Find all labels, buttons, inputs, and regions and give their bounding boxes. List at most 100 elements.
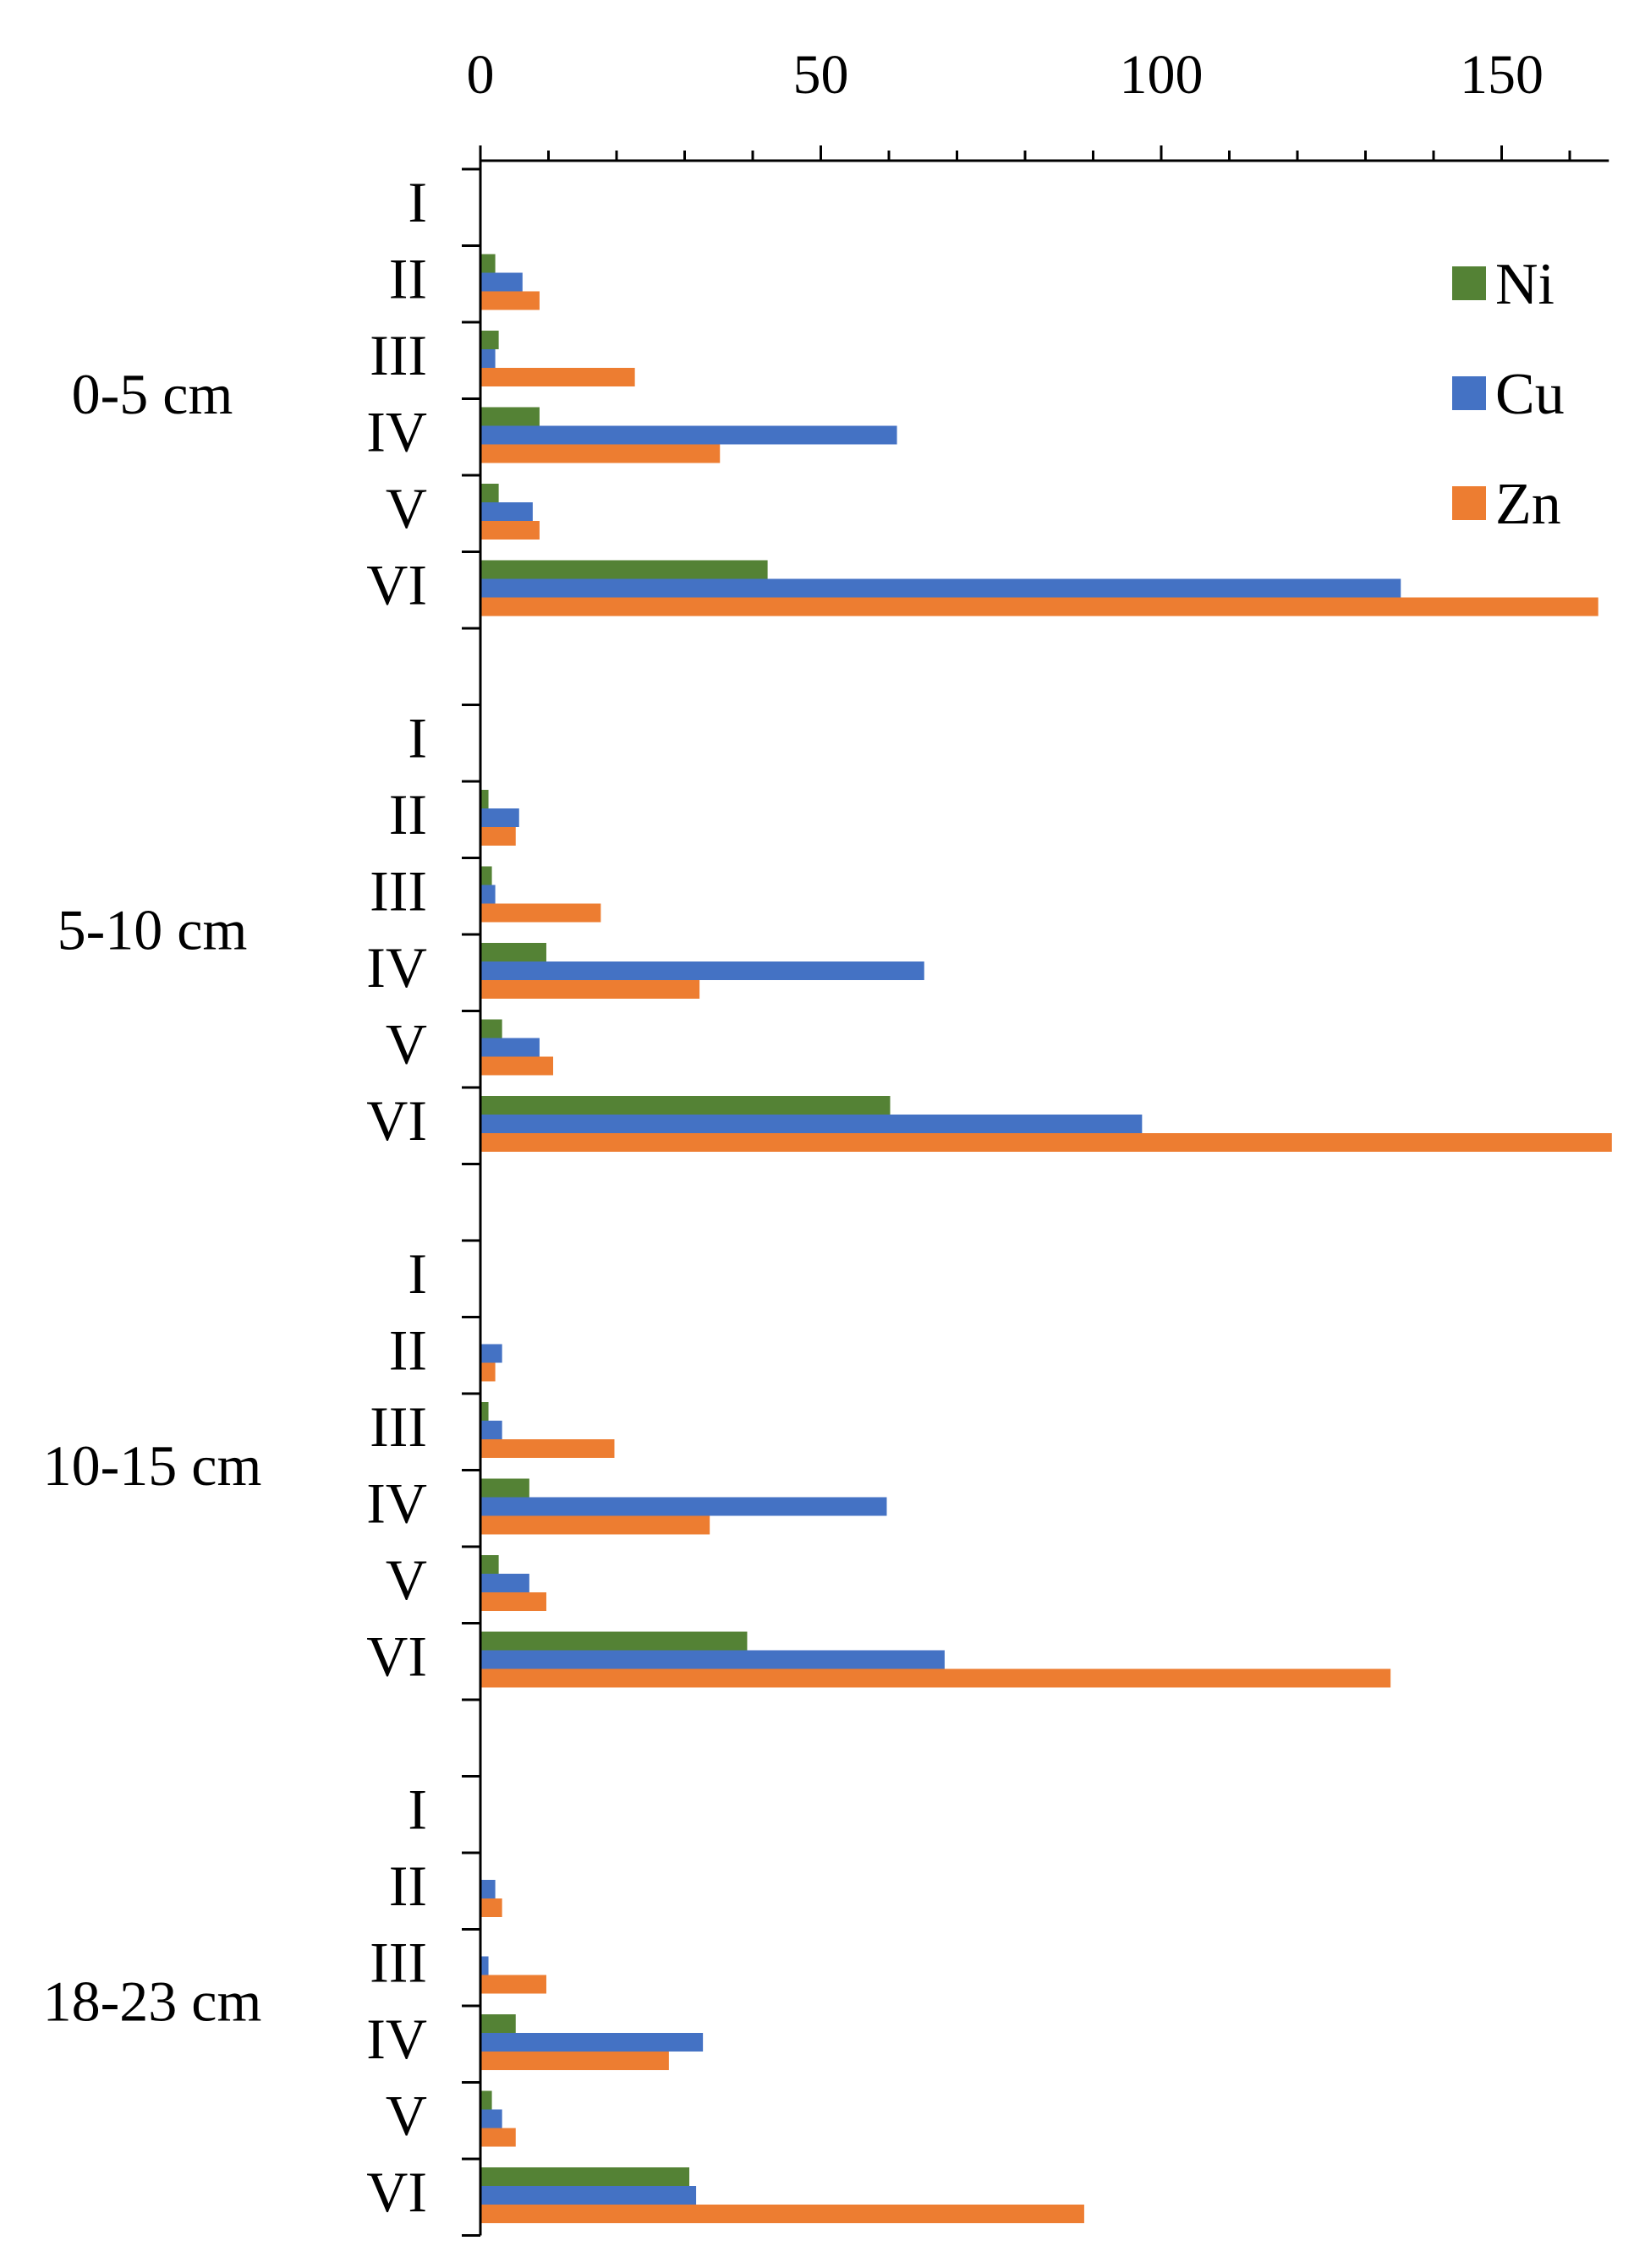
bar-cu [481,961,924,980]
fraction-label: IV [366,400,427,464]
bar-ni [481,1478,529,1498]
fraction-label: V [386,476,427,540]
bar-cu [481,1956,489,1975]
bar-zn [481,980,700,999]
x-tick-label: 0 [467,44,495,106]
fraction-label: II [389,1318,427,1383]
fraction-label: VI [366,553,427,617]
bar-ni [481,1096,891,1115]
fraction-label: VI [366,1088,427,1153]
bar-zn [481,1515,710,1535]
bar-zn [481,291,540,310]
bar-cu [481,1344,502,1363]
fraction-label: IV [366,935,427,1000]
fraction-label: II [389,247,427,311]
fraction-label: I [408,1241,427,1306]
bar-zn [481,1975,546,1994]
bar-cu [481,1115,1143,1133]
bar-ni [481,1402,489,1421]
fraction-label: III [370,859,427,923]
bar-cu [481,349,496,368]
bar-zn [481,1133,1612,1152]
bar-cu [481,1497,887,1516]
legend-label-cu: Cu [1495,362,1565,427]
bar-ni [481,254,496,273]
x-tick-label: 150 [1460,44,1544,106]
bar-zn [481,521,540,540]
bar-ni [481,790,489,808]
bar-cu [481,2109,502,2128]
bar-zn [481,903,601,923]
fraction-label: II [389,1854,427,1918]
bar-zn [481,368,635,386]
fraction-label: IV [366,1471,427,1536]
fraction-label: V [386,1012,427,1076]
bar-ni [481,2167,690,2186]
bar-ni [481,331,499,349]
bar-cu [481,2186,697,2205]
y-axis [462,161,482,2237]
bar-cu [481,272,523,292]
bar-ni [481,1019,502,1038]
depth-group-label: 18-23 cm [43,1969,262,2033]
fraction-label: III [370,1931,427,1995]
fraction-label: II [389,782,427,846]
fraction-label: VI [366,2160,427,2224]
fraction-label: V [386,1548,427,1612]
legend-label-ni: Ni [1495,252,1555,317]
fraction-label: III [370,1394,427,1459]
bar-cu [481,1421,502,1439]
bar-cu [481,2033,704,2052]
bar-cu [481,502,533,521]
fraction-label: IV [366,2007,427,2071]
legend-label-zn: Zn [1495,472,1561,537]
bar-cu [481,1650,945,1669]
fraction-label: I [408,170,427,234]
fraction-label: I [408,1778,427,1842]
bar-cu [481,425,897,445]
bar-ni [481,2090,492,2110]
fraction-label: V [386,2084,427,2148]
bar-zn [481,1056,554,1076]
bar-zn [481,597,1598,616]
fraction-label: VI [366,1624,427,1689]
bar-zn [481,1668,1391,1688]
bar-zn [481,1592,546,1611]
depth-group-label: 5-10 cm [58,897,248,961]
bar-zn [481,2052,669,2070]
bar-ni [481,943,546,961]
bar-cu [481,1880,496,1898]
bar-ni [481,2014,516,2033]
bar-zn [481,827,516,846]
bar-zn [481,2205,1084,2223]
fraction-label: I [408,706,427,770]
fraction-label: III [370,323,427,387]
bar-cu [481,1574,529,1592]
x-axis: 0 50 100 150 [467,44,1609,162]
bar-cu [481,1038,540,1057]
bar-ni [481,1555,499,1574]
bar-zn [481,1362,496,1382]
bar-cu [481,885,496,904]
bar-ni [481,1631,748,1651]
bar-zn [481,2128,516,2147]
legend: Ni Cu Zn [1452,252,1565,537]
bar-ni [481,407,540,426]
x-tick-label: 100 [1120,44,1204,106]
depth-group-label: 10-15 cm [43,1433,262,1498]
bar-zn [481,1898,502,1917]
legend-swatch-ni [1452,266,1486,300]
x-tick-label: 50 [793,44,849,106]
bars [481,254,1612,2223]
bar-ni [481,484,499,502]
legend-swatch-cu [1452,376,1486,410]
bar-cu [481,808,519,827]
bar-cu [481,578,1401,598]
bar-ni [481,560,768,579]
bar-ni [481,866,492,885]
legend-swatch-zn [1452,486,1486,520]
bar-zn [481,1439,615,1458]
depth-group-label: 0-5 cm [72,362,233,426]
